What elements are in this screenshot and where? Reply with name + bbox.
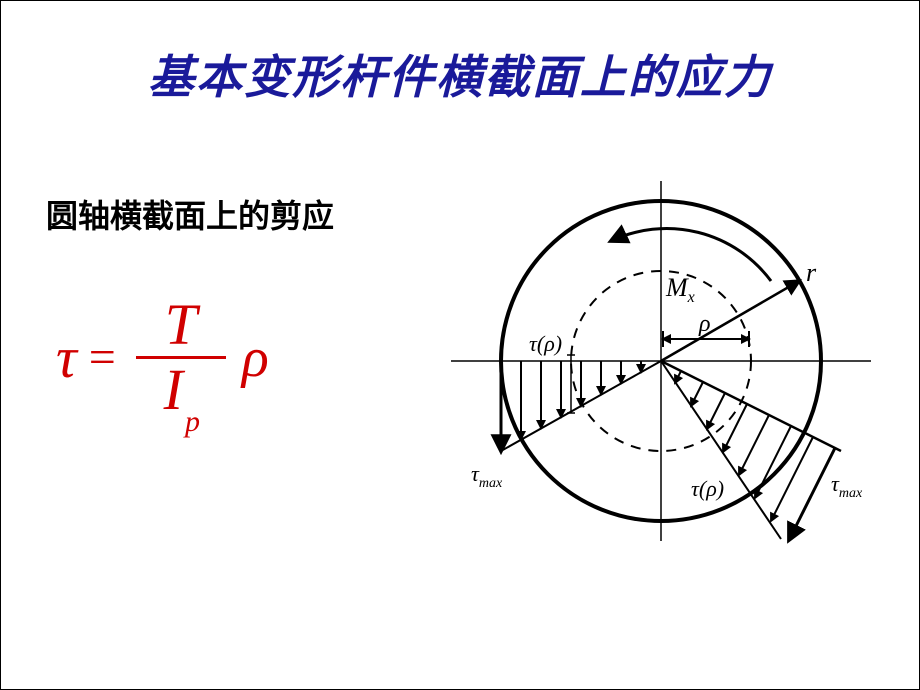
shear-distribution-diagram: Mx r ρ τ(ρ) τmax: [411, 161, 911, 561]
tau-max-left: τmax: [471, 461, 503, 491]
shear-stress-formula: τ = T I p ρ: [56, 296, 269, 419]
formula-numerator: T: [149, 296, 213, 356]
formula-fraction: T I p: [136, 296, 226, 419]
moment-arc: [611, 228, 771, 281]
right-tau-max-arrow: [789, 448, 835, 540]
formula-denominator: I p: [136, 356, 226, 419]
tau-max-right: τmax: [831, 471, 863, 501]
slide: 基本变形杆件横截面上的应力 圆轴横截面上的剪应 τ = T I p ρ: [0, 0, 920, 690]
left-shear-wedge: [501, 361, 661, 451]
moment-label: Mx: [665, 273, 695, 306]
tau-rho-left-label: τ(ρ): [529, 331, 562, 356]
rho-label: ρ: [698, 311, 711, 337]
tau-rho-right-label: τ(ρ): [691, 476, 724, 501]
slide-subtitle: 圆轴横截面上的剪应: [46, 191, 334, 237]
formula-tau: τ: [56, 329, 77, 387]
formula-rho: ρ: [242, 330, 269, 386]
slide-title: 基本变形杆件横截面上的应力: [1, 41, 919, 107]
formula-equals: =: [89, 334, 116, 382]
r-label: r: [806, 258, 817, 287]
right-shear-wedge: [661, 361, 813, 539]
